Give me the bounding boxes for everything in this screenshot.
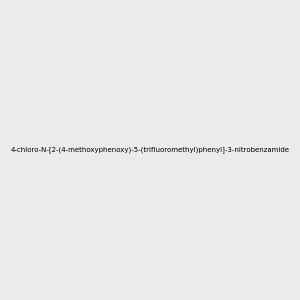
- Text: 4-chloro-N-[2-(4-methoxyphenoxy)-5-(trifluoromethyl)phenyl]-3-nitrobenzamide: 4-chloro-N-[2-(4-methoxyphenoxy)-5-(trif…: [11, 147, 290, 153]
